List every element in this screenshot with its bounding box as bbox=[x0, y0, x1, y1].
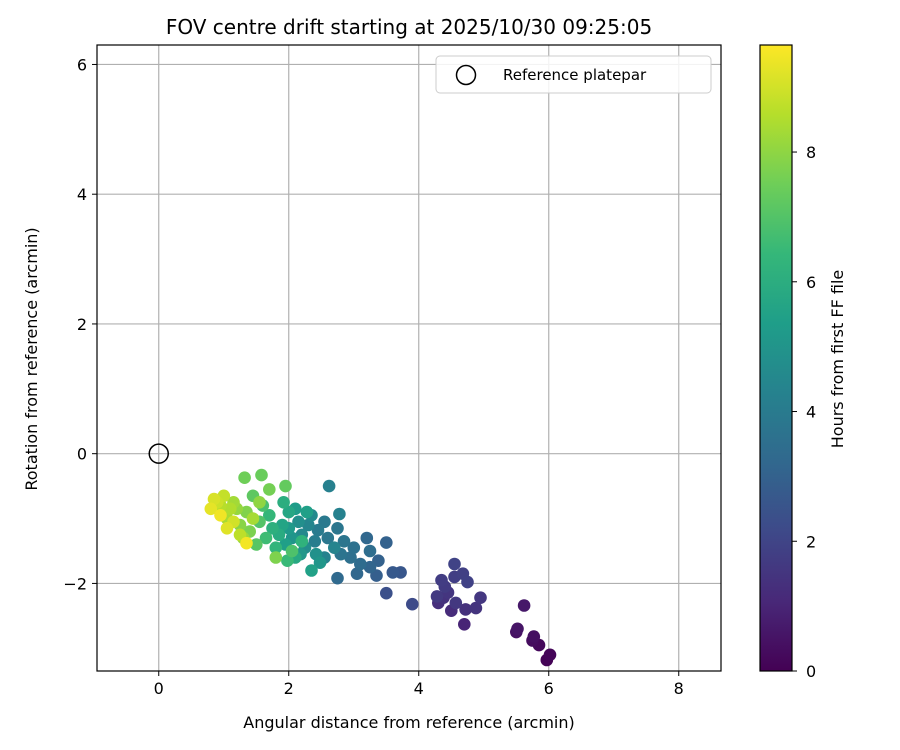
scatter-point bbox=[449, 596, 463, 610]
scatter-point bbox=[285, 544, 299, 558]
legend-marker-icon bbox=[455, 64, 477, 86]
scatter-point bbox=[448, 557, 461, 571]
scatter-point bbox=[240, 536, 253, 550]
scatter-point bbox=[380, 586, 393, 600]
y-tick-label: 6 bbox=[77, 55, 87, 74]
scatter-point bbox=[276, 518, 289, 532]
scatter-point bbox=[331, 571, 344, 585]
scatter-point bbox=[292, 515, 305, 529]
scatter-point bbox=[313, 556, 327, 569]
scatter-point bbox=[269, 551, 283, 564]
scatter-point bbox=[263, 509, 276, 522]
y-axis-ticks: −2 0 2 4 6 bbox=[63, 55, 97, 593]
colorbar-tick-label: 8 bbox=[806, 143, 816, 162]
colorbar-tick-label: 4 bbox=[806, 403, 816, 422]
scatter-point bbox=[459, 603, 472, 616]
scatter-point bbox=[543, 648, 557, 662]
scatter-point bbox=[204, 502, 218, 516]
scatter-point bbox=[386, 566, 400, 579]
colorbar bbox=[760, 45, 792, 671]
x-tick-label: 6 bbox=[544, 679, 554, 698]
scatter-point bbox=[282, 505, 296, 519]
colorbar-frame bbox=[759, 44, 793, 672]
y-tick-label: 4 bbox=[77, 185, 87, 204]
scatter-point bbox=[461, 575, 474, 589]
scatter-point bbox=[350, 567, 364, 580]
scatter-point bbox=[363, 544, 377, 558]
scatter-point bbox=[328, 541, 341, 554]
scatter-point bbox=[220, 522, 234, 535]
scatter-point bbox=[311, 523, 325, 537]
colorbar-tick-label: 6 bbox=[806, 273, 816, 292]
scatter-point bbox=[214, 509, 227, 522]
colorbar-label: Hours from first FF file bbox=[828, 270, 847, 449]
legend: Reference platepar bbox=[435, 55, 712, 94]
scatter-point bbox=[406, 597, 419, 611]
scatter-point bbox=[380, 536, 393, 549]
x-tick-label: 2 bbox=[284, 679, 294, 698]
scatter-point bbox=[295, 535, 309, 548]
scatter-point bbox=[331, 522, 344, 535]
scatter-point bbox=[435, 573, 448, 587]
scatter-point bbox=[207, 492, 221, 506]
y-tick-label: −2 bbox=[63, 574, 87, 593]
scatter-point bbox=[354, 557, 367, 571]
legend-label: Reference platepar bbox=[503, 66, 647, 84]
scatter-point bbox=[302, 518, 315, 532]
scatter-point bbox=[253, 496, 266, 509]
scatter-point bbox=[474, 591, 487, 604]
scatter-point bbox=[259, 531, 273, 545]
scatter-points bbox=[204, 468, 557, 667]
y-tick-label: 0 bbox=[77, 445, 87, 464]
x-tick-label: 8 bbox=[674, 679, 684, 698]
scatter-point bbox=[527, 630, 541, 643]
colorbar-tick-label: 2 bbox=[806, 532, 816, 551]
x-axis-ticks: 0 2 4 6 8 bbox=[154, 671, 684, 698]
scatter-point bbox=[269, 541, 283, 554]
scatter-point bbox=[430, 590, 444, 603]
scatter-point bbox=[305, 564, 318, 577]
scatter-point bbox=[337, 535, 351, 548]
grid bbox=[97, 45, 721, 671]
scatter-point bbox=[344, 551, 357, 564]
x-axis-label: Angular distance from reference (arcmin) bbox=[243, 713, 574, 732]
y-tick-label: 2 bbox=[77, 315, 87, 334]
scatter-point bbox=[517, 599, 531, 612]
scatter-point bbox=[249, 538, 263, 551]
scatter-point bbox=[281, 554, 294, 567]
x-tick-label: 0 bbox=[154, 679, 164, 698]
scatter-point bbox=[363, 560, 377, 574]
x-tick-label: 4 bbox=[414, 679, 424, 698]
chart-title: FOV centre drift starting at 2025/10/30 … bbox=[166, 15, 652, 39]
scatter-point bbox=[511, 622, 524, 636]
scatter-point bbox=[263, 483, 276, 496]
scatter-point bbox=[300, 505, 314, 519]
scatter-point bbox=[277, 496, 290, 509]
scatter-point bbox=[321, 531, 335, 545]
scatter-point bbox=[347, 541, 361, 554]
scatter-point bbox=[246, 512, 260, 525]
scatter-point bbox=[255, 468, 268, 482]
scatter-point bbox=[360, 531, 374, 545]
scatter-point bbox=[469, 601, 483, 615]
scatter-point bbox=[224, 502, 237, 516]
colorbar-ticks: 0 2 4 6 8 bbox=[792, 143, 816, 681]
scatter-point bbox=[266, 522, 279, 535]
scatter-point bbox=[333, 507, 346, 521]
scatter-point bbox=[238, 471, 251, 485]
scatter-point bbox=[458, 618, 471, 631]
legend-box bbox=[435, 55, 712, 94]
plot-frame bbox=[96, 44, 722, 672]
colorbar-tick-label: 0 bbox=[806, 662, 816, 681]
scatter-point bbox=[322, 479, 336, 493]
reference-platepar-marker bbox=[148, 443, 169, 464]
scatter-point bbox=[279, 479, 292, 493]
scatter-point bbox=[308, 535, 322, 548]
y-axis-label: Rotation from reference (arcmin) bbox=[22, 227, 41, 490]
